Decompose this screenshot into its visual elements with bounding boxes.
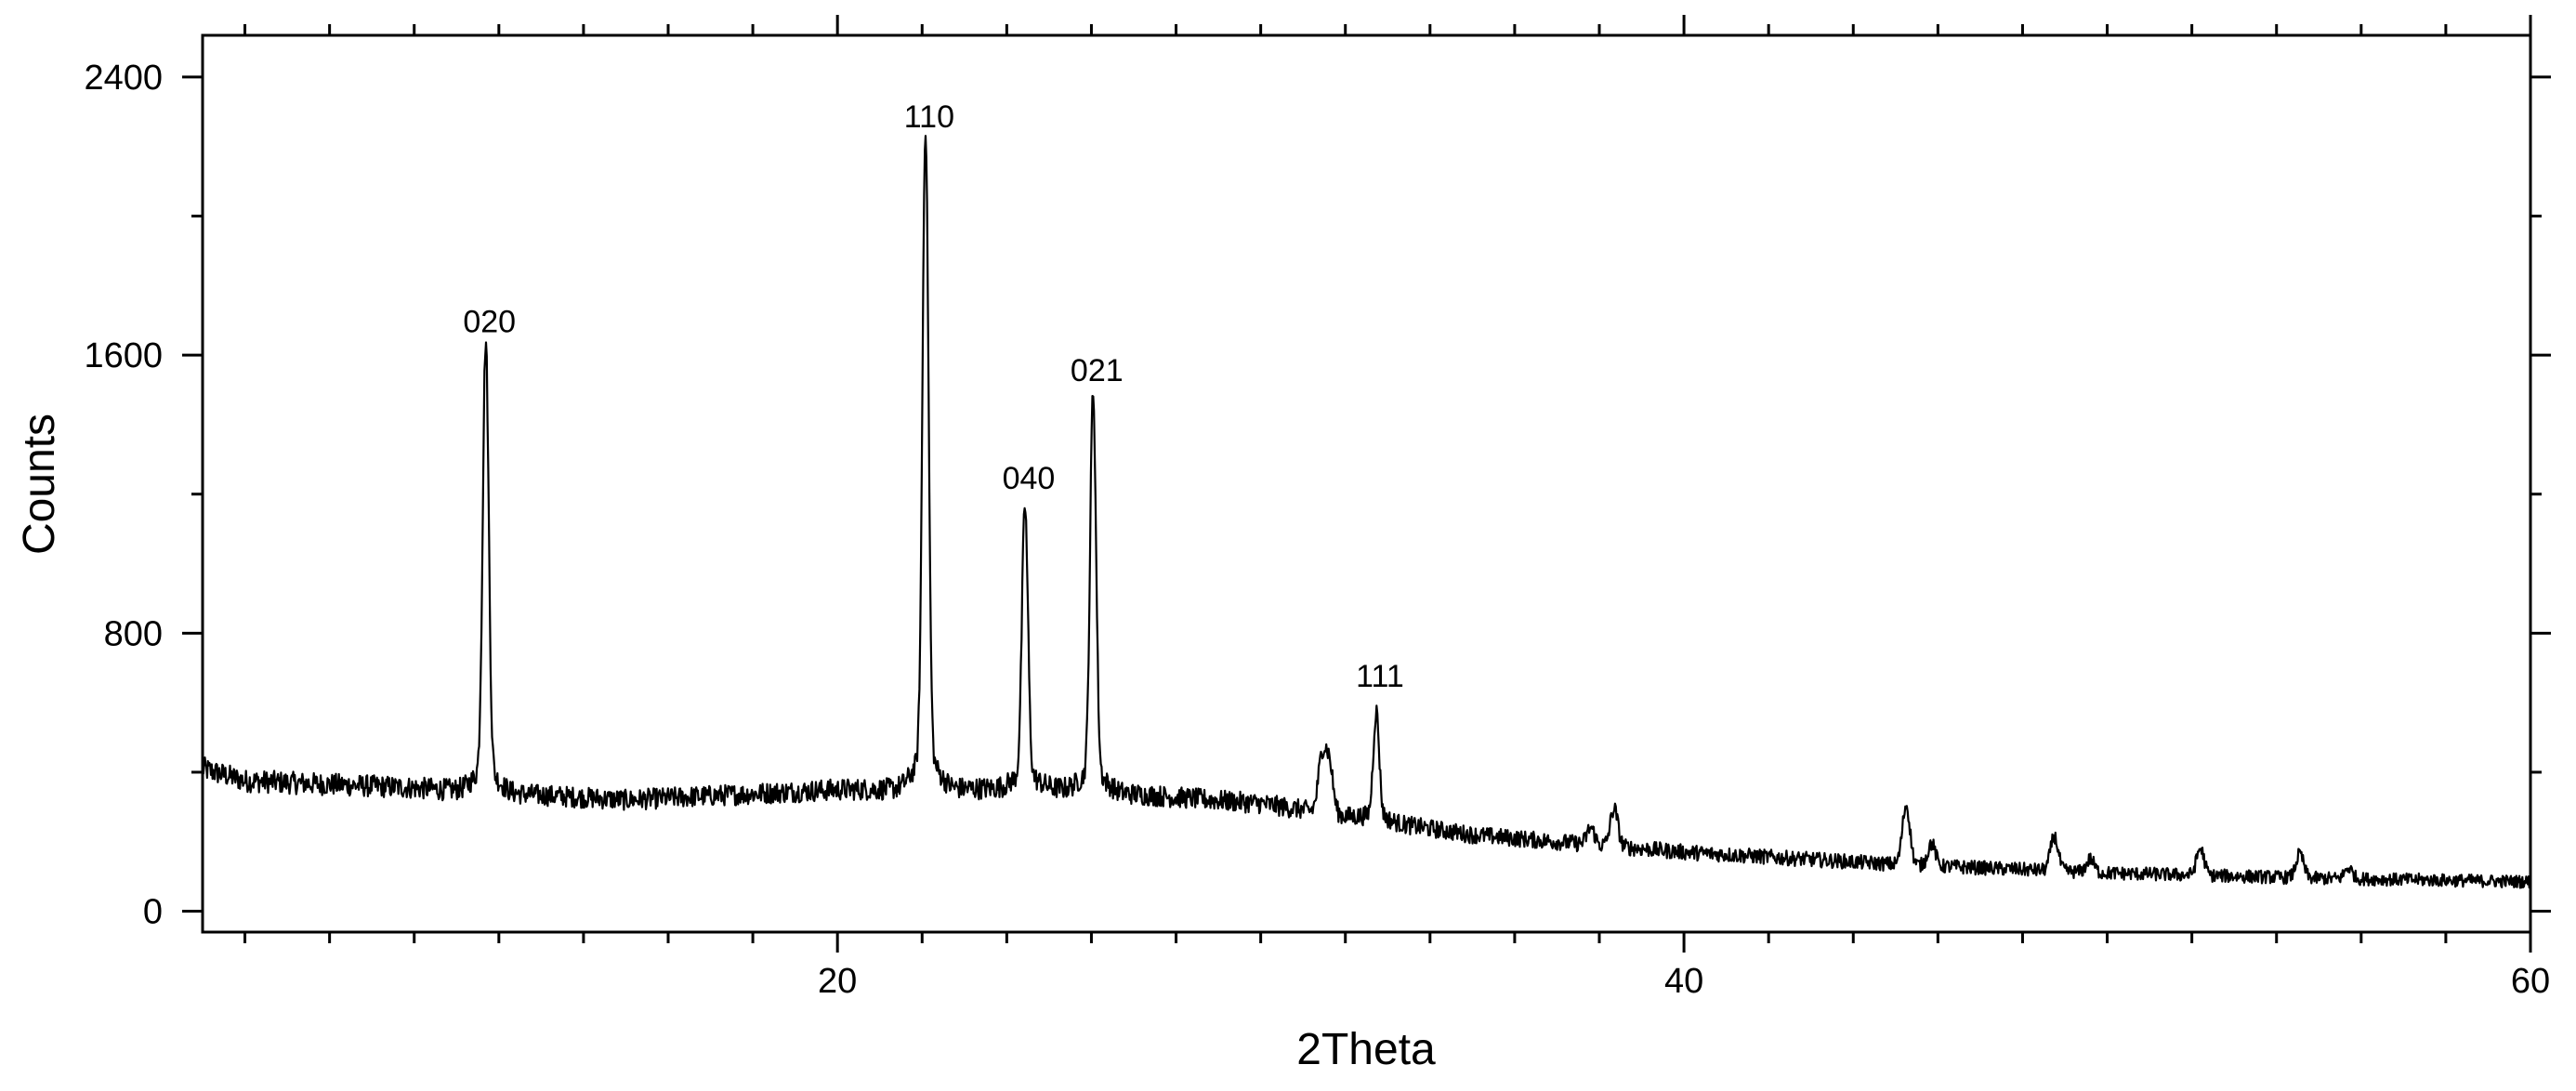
diffraction-pattern-line: [201, 135, 2531, 889]
x-axis-title: 2Theta: [1296, 1025, 1436, 1074]
peak-label-111: 111: [1356, 659, 1404, 694]
peak-label-021: 021: [1071, 353, 1124, 388]
y-axis-title: Counts: [15, 414, 64, 555]
axis-ticks: [182, 15, 2551, 953]
plot-frame: [201, 33, 2532, 934]
y-tick-label: 800: [104, 614, 163, 653]
peak-labels: 020 110 040 021 111: [463, 99, 1403, 694]
peak-label-040: 040: [1003, 461, 1056, 496]
y-tick-label: 1600: [84, 336, 163, 375]
x-tick-label: 40: [1664, 962, 1703, 1001]
y-tick-label: 2400: [84, 59, 163, 98]
plot-area-border: [201, 33, 2532, 934]
axis-tick-labels: 20 40 60 0 800 1600 2400: [84, 59, 2550, 1001]
x-tick-label: 20: [818, 962, 857, 1001]
peak-label-020: 020: [463, 305, 516, 340]
x-tick-label: 60: [2511, 962, 2550, 1001]
peak-label-110: 110: [904, 99, 954, 135]
y-tick-label: 0: [143, 893, 163, 932]
